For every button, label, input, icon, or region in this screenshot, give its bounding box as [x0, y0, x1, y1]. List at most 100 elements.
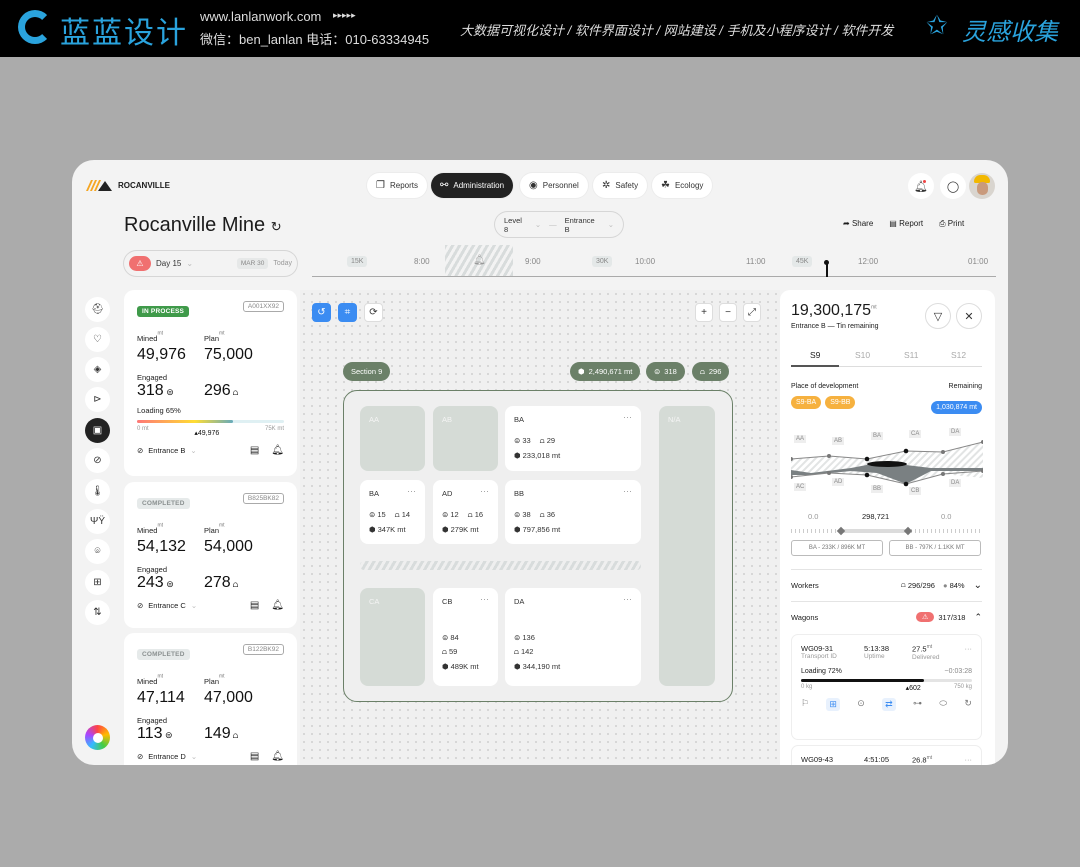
document-icon[interactable]: ▤ [249, 751, 260, 762]
sidebar-scan[interactable]: ⌾ [85, 539, 110, 564]
nav-reports[interactable]: ❐ Reports [367, 173, 427, 198]
tab-s11[interactable]: S11 [904, 350, 919, 360]
range-handle-right[interactable] [903, 526, 913, 536]
day-selector[interactable]: ⚠ Day 15 ⌄ MAR 30 Today [124, 251, 297, 276]
bell-icon[interactable]: 🔔︎ [271, 751, 284, 762]
more-icon[interactable]: ··· [480, 486, 489, 496]
magnet-tool[interactable]: ↺ [312, 303, 331, 322]
place-tag[interactable]: S9-BA [791, 396, 822, 409]
tab-s9[interactable]: S9 [810, 350, 821, 360]
mine-map-canvas[interactable]: ↺ ⌗ ⟳ + − ⤢ Section 9 ⬢ 2,490,671 mt ⊜ 318… [300, 290, 780, 765]
zoom-in-button[interactable]: + [695, 303, 713, 322]
tile-da[interactable]: DA ··· ⊜ 136 ⩍ 142 ⬢ 344,190 mt [505, 588, 641, 686]
shift-card[interactable]: COMPLETED B825BK82 Minedmt Planmt 54,132 5… [124, 482, 297, 628]
entrance-select[interactable]: Entrance D [148, 752, 186, 761]
document-icon[interactable]: ▤ [249, 445, 260, 456]
history-icon[interactable]: ↻ [964, 697, 972, 708]
path-tool[interactable]: ⌗ [338, 303, 357, 322]
location-icon[interactable]: ⊙ [857, 697, 865, 708]
wagon-card[interactable]: WG09-43 4:51:05 26.8mt ··· [791, 745, 982, 765]
page-title: Rocanville Mine ↻ [124, 214, 282, 237]
sidebar-drill[interactable]: ⊳ [85, 387, 110, 412]
current-time-knob[interactable] [824, 260, 829, 265]
chevron-down-icon[interactable]: ⌄ [973, 579, 982, 591]
color-ring-button[interactable] [85, 725, 110, 750]
print-button[interactable]: ⎙ Print [939, 219, 964, 229]
range-chip-bb[interactable]: BB - 797K / 1.1KK MT [889, 540, 981, 556]
entrance-select[interactable]: Entrance B [148, 446, 186, 455]
range-slider[interactable] [791, 526, 982, 536]
sidebar-ore[interactable]: ◈ [85, 357, 110, 382]
place-tag[interactable]: S9-BB [825, 396, 856, 409]
flag-icon[interactable]: ⚐ [801, 697, 810, 708]
today-button[interactable]: Today [273, 260, 292, 267]
current-time-marker[interactable] [826, 262, 828, 277]
tile-ba[interactable]: BA ··· ⊜ 15 ⩍ 14 ⬢ 347K mt [360, 480, 425, 544]
filter-button[interactable]: ▽ [925, 303, 951, 329]
more-icon[interactable]: ··· [964, 755, 973, 764]
timeline[interactable]: 🔔︎ [312, 245, 996, 277]
avatar[interactable] [969, 173, 995, 199]
sidebar-temperature[interactable]: 🌡︎ [85, 479, 110, 504]
unit: mt [926, 644, 933, 650]
tile-aa[interactable]: AA [360, 406, 425, 471]
shift-card[interactable]: COMPLETED B122BK92 Minedmt Planmt 47,114 4… [124, 633, 297, 765]
sidebar-helmet[interactable]: ⛑︎ [85, 297, 110, 322]
tile-cb[interactable]: CB ··· ⊜ 84 ⩍ 59 ⬢ 489K mt [433, 588, 498, 686]
chat-button[interactable]: ◯ [940, 173, 966, 199]
bell-icon[interactable]: 🔔︎ [271, 445, 284, 456]
tile-ab[interactable]: AB [433, 406, 498, 471]
sidebar-location[interactable]: ⊘ [85, 448, 110, 473]
tab-s10[interactable]: S10 [855, 350, 871, 360]
more-icon[interactable]: ··· [623, 486, 632, 496]
tile-ca[interactable]: CA [360, 588, 425, 686]
close-button[interactable]: ✕ [956, 303, 982, 329]
shift-card[interactable]: IN PROCESS A001XX92 Minedmt Planmt 49,976… [124, 290, 297, 476]
sidebar-health[interactable]: ♡ [85, 327, 110, 352]
location-selector[interactable]: Level 8 ⌄ — Entrance B ⌄ [495, 212, 623, 237]
more-icon[interactable]: ··· [623, 412, 632, 422]
more-icon[interactable]: ··· [407, 486, 416, 496]
more-icon[interactable]: ··· [480, 594, 489, 604]
notifications-button[interactable]: 🔔︎ [908, 173, 934, 199]
nav-personnel[interactable]: ◉ Personnel [520, 173, 588, 198]
tile-ad[interactable]: AD ··· ⊜ 12 ⩍ 16 ⬢ 279K mt [433, 480, 498, 544]
document-icon[interactable]: ▤ [249, 600, 260, 611]
nav-label: Personnel [542, 181, 579, 190]
report-button[interactable]: ▤ Report [889, 219, 923, 229]
sidebar-routes[interactable]: ⇅ [85, 600, 110, 625]
sidebar-food[interactable]: ΨΫ [85, 509, 110, 534]
tile-na[interactable]: N/A [659, 406, 715, 686]
nav-ecology[interactable]: ☘ Ecology [652, 173, 713, 198]
tile-bb[interactable]: BB ··· ⊜ 38 ⩍ 36 ⬢ 797,856 mt [505, 480, 641, 544]
zoom-out-button[interactable]: − [719, 303, 737, 322]
more-icon[interactable]: ··· [964, 644, 973, 653]
bell-icon[interactable]: 🔔︎ [271, 600, 284, 611]
route-icon[interactable]: ⊶ [913, 697, 923, 708]
badge-icon[interactable]: ⬭ [939, 697, 948, 708]
swap-icon[interactable]: ⇄ [882, 697, 896, 711]
tile-ba-top[interactable]: BA ··· ⊜ 33 ⩍ 29 ⬢ 233,018 mt [505, 406, 641, 471]
sidebar-vehicle[interactable]: ⊞ [85, 570, 110, 595]
chat-icon: ◯ [946, 180, 960, 193]
entrance-select[interactable]: Entrance C [148, 601, 186, 610]
entrance-select[interactable]: Entrance B [564, 215, 595, 234]
fullscreen-button[interactable]: ⤢ [743, 303, 761, 322]
wagons-section[interactable]: Wagons ⚠ 317/318 ⌃ [791, 610, 982, 624]
app-logo[interactable]: ROCANVILLE [86, 180, 170, 191]
nav-safety[interactable]: ✲ Safety [593, 173, 648, 198]
grid-icon[interactable]: ⊞ [826, 697, 840, 711]
chevron-up-icon[interactable]: ⌃ [974, 611, 982, 622]
wagon-card[interactable]: WG09-31 Transport ID 5:13:38 Uptime 27.5mt De… [791, 634, 982, 740]
more-icon[interactable]: ··· [623, 594, 632, 604]
sidebar-map[interactable]: ▣ [85, 418, 110, 443]
section-label[interactable]: Section 9 [343, 362, 391, 381]
share-button[interactable]: ➦ Share [843, 219, 873, 229]
tab-s12[interactable]: S12 [951, 350, 967, 360]
level-select[interactable]: Level 8 [504, 215, 522, 234]
range-chip-ba[interactable]: BA - 233K / 896K MT [791, 540, 883, 556]
workers-section[interactable]: Workers ⩍ 296/296 ● 84% ⌄ [791, 578, 982, 592]
nav-administration[interactable]: ⚯ Administration [431, 173, 514, 198]
refresh-icon[interactable]: ↻ [270, 219, 282, 234]
area-tool[interactable]: ⟳ [364, 303, 383, 322]
